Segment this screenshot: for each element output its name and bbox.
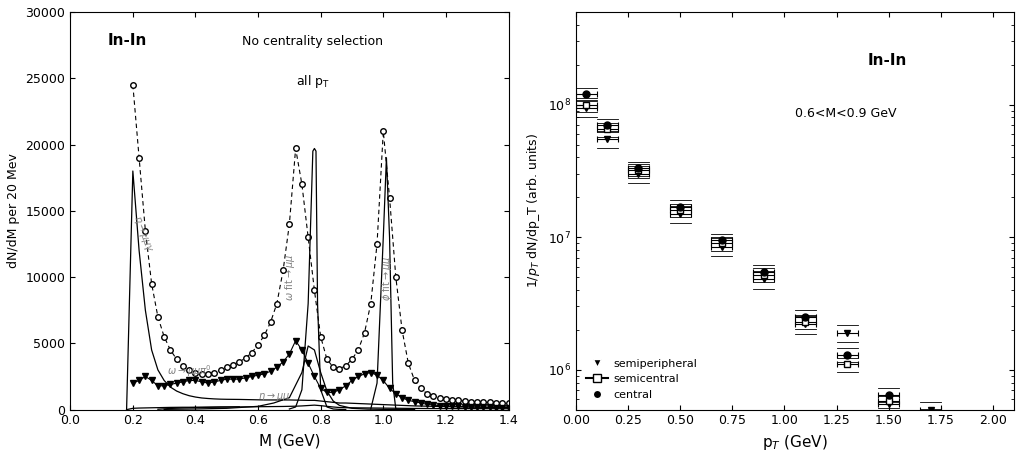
Y-axis label: 1/$p_T$ dN/dp_T (arb. units): 1/$p_T$ dN/dp_T (arb. units) — [526, 133, 542, 288]
X-axis label: p$_T$ (GeV): p$_T$ (GeV) — [762, 433, 828, 452]
X-axis label: M (GeV): M (GeV) — [258, 433, 321, 448]
Text: $\omega\rightarrow\mu\mu\pi^0$: $\omega\rightarrow\mu\mu\pi^0$ — [167, 364, 212, 379]
Text: $\eta\rightarrow\mu\mu\gamma$: $\eta\rightarrow\mu\mu\gamma$ — [130, 214, 154, 255]
Text: In-In: In-In — [868, 53, 908, 67]
Text: $\omega$ fit$\rightarrow\mu\mu$: $\omega$ fit$\rightarrow\mu\mu$ — [283, 254, 297, 301]
Text: No centrality selection: No centrality selection — [242, 35, 384, 48]
Legend: semiperipheral, semicentral, central: semiperipheral, semicentral, central — [581, 354, 701, 404]
Y-axis label: dN/dM per 20 Mev: dN/dM per 20 Mev — [7, 153, 20, 268]
Text: $\phi$ fit$\rightarrow\mu\mu$: $\phi$ fit$\rightarrow\mu\mu$ — [380, 256, 394, 301]
Text: In-In: In-In — [108, 33, 147, 48]
Text: $\eta\rightarrow\mu\mu$: $\eta\rightarrow\mu\mu$ — [258, 391, 290, 403]
Text: 0.6<M<0.9 GeV: 0.6<M<0.9 GeV — [795, 107, 896, 120]
Text: all $\mathregular{p_T}$: all $\mathregular{p_T}$ — [296, 73, 330, 90]
